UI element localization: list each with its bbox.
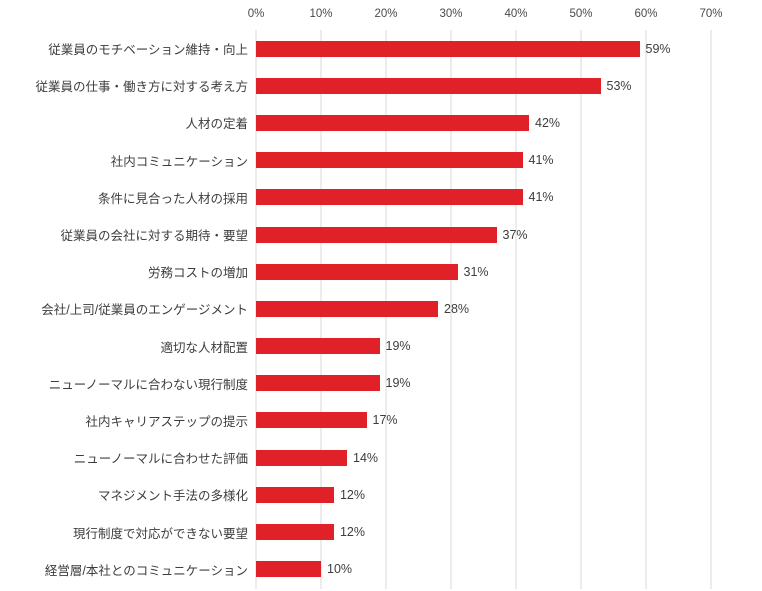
gridline [580,30,582,589]
gridline [515,30,517,589]
bar [256,561,321,578]
value-label: 28% [444,301,470,316]
bar [256,300,438,317]
value-label: 10% [327,562,353,577]
chart-row: 適切な人材配置 19% [0,328,762,365]
category-label: 条件に見合った人材の採用 [97,191,248,206]
bar [256,114,529,131]
category-label: 従業員の仕事・働き方に対する考え方 [35,80,248,95]
bar-track: 41% [256,142,711,179]
chart-row: ニューノーマルに合わない現行制度 19% [0,365,762,402]
category-label: 経営層/本社とのコミュニケーション [44,563,248,578]
x-axis-tick-label: 70% [699,8,723,20]
value-label: 41% [528,153,554,168]
rows: 従業員のモチベーション維持・向上 59% 従業員の仕事・働き方に対する考え方 53% 人… [0,30,762,588]
value-label: 14% [353,450,379,465]
chart-row: 従業員の仕事・働き方に対する考え方 53% [0,67,762,104]
bar [256,449,347,466]
bar-track: 53% [256,67,711,104]
chart-row: 人材の定着 42% [0,104,762,141]
chart-row: ニューノーマルに合わせた評価 14% [0,439,762,476]
bar-track: 59% [256,30,711,67]
bar-track: 19% [256,365,711,402]
value-label: 53% [606,78,632,93]
x-axis-tick-label: 10% [309,8,333,20]
x-axis-tick-label: 0% [247,8,265,20]
bar-track: 14% [256,439,711,476]
bar [256,375,380,392]
bar-track: 10% [256,551,711,588]
chart-row: マネジメント手法の多様化 12% [0,476,762,513]
bar-track: 42% [256,104,711,141]
bar [256,77,601,94]
category-label: 適切な人材配置 [160,340,248,355]
chart-row: 会社/上司/従業員のエンゲージメント 28% [0,290,762,327]
bar-track: 12% [256,476,711,513]
category-label: 社内コミュニケーション [110,154,248,169]
bar-track: 17% [256,402,711,439]
category-label: 人材の定着 [185,117,248,132]
bar [256,189,523,206]
chart-row: 現行制度で対応ができない要望 12% [0,513,762,550]
gridline [710,30,712,589]
category-label: 現行制度で対応ができない要望 [72,526,248,541]
x-axis: 0% 10% 20% 30% 40% 50% 60% 70% [248,8,723,24]
bar [256,524,334,541]
category-label: 会社/上司/従業員のエンゲージメント [41,303,248,318]
gridline [645,30,647,589]
chart-row: 従業員の会社に対する期待・要望 37% [0,216,762,253]
chart-row: 従業員のモチベーション維持・向上 59% [0,30,762,67]
category-label: マネジメント手法の多様化 [97,489,248,504]
bar-track: 28% [256,290,711,327]
bar [256,338,380,355]
value-label: 42% [535,115,561,130]
chart-row: 経営層/本社とのコミュニケーション 10% [0,551,762,588]
x-axis-tick-label: 50% [569,8,593,20]
bar [256,226,497,243]
value-label: 12% [339,525,366,540]
bar [256,263,458,280]
gridline [450,30,452,589]
bar-track: 41% [256,179,711,216]
value-label: 19% [385,376,411,391]
bar [256,40,640,57]
value-label: 41% [528,190,554,205]
bar [256,152,523,169]
bar-track: 37% [256,216,711,253]
chart-row: 社内コミュニケーション 41% [0,142,762,179]
category-label: 従業員の会社に対する期待・要望 [60,229,248,244]
x-axis-tick-label: 40% [504,8,528,20]
bar-track: 31% [256,253,711,290]
bar [256,486,334,503]
bar-track: 12% [256,513,711,550]
chart-row: 労務コストの増加 31% [0,253,762,290]
chart-row: 条件に見合った人材の採用 41% [0,179,762,216]
category-label: ニューノーマルに合わせた評価 [73,452,248,467]
value-label: 12% [339,487,366,502]
category-label: 従業員のモチベーション維持・向上 [48,43,248,58]
x-axis-tick-label: 60% [634,8,658,20]
bar-track: 19% [256,328,711,365]
chart-row: 社内キャリアステップの提示 17% [0,402,762,439]
x-axis-tick-label: 30% [439,8,463,20]
x-axis-tick-label: 20% [374,8,398,20]
bar [256,412,367,429]
value-label: 17% [372,413,398,428]
value-label: 19% [385,339,411,354]
category-label: 社内キャリアステップの提示 [85,414,248,429]
value-label: 59% [645,41,671,56]
category-label: ニューノーマルに合わない現行制度 [48,377,248,392]
value-label: 37% [502,227,528,242]
category-label: 労務コストの増加 [147,266,248,281]
value-label: 31% [463,264,489,279]
